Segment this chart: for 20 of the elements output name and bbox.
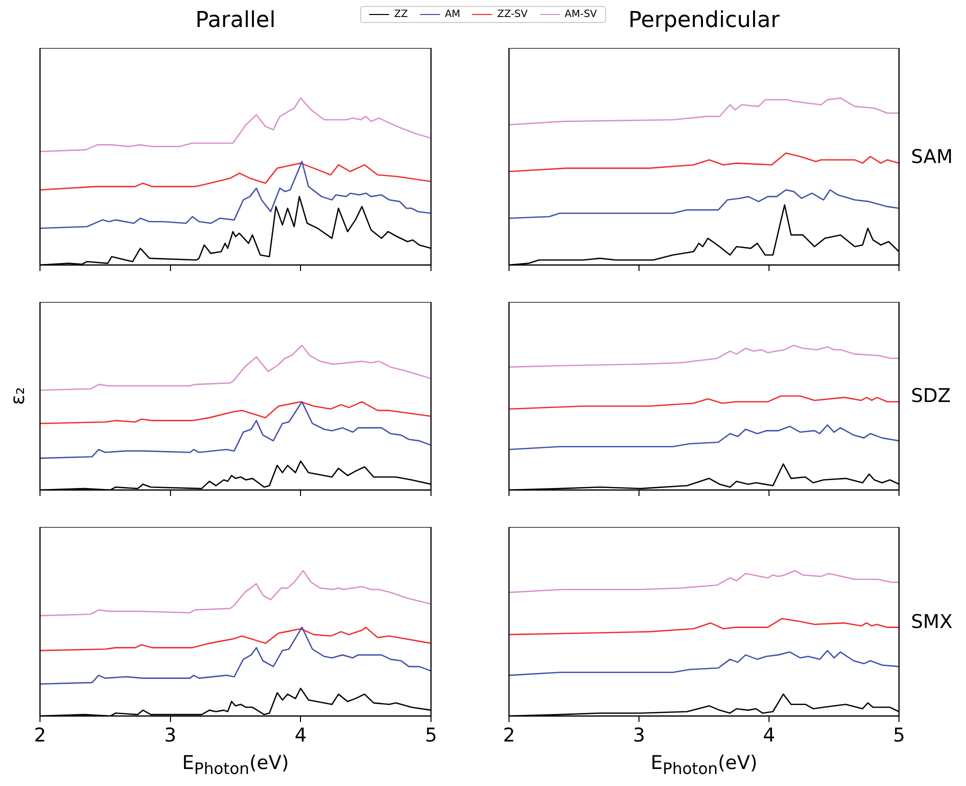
- y-axis-title: ε₂: [7, 387, 29, 405]
- chart-title: Parallel: [195, 8, 276, 33]
- x-tick-label: 2: [34, 724, 46, 746]
- x-tick-label: 2: [502, 724, 516, 746]
- y2-axis-title: SAM: [911, 146, 953, 168]
- legend-label: ZZ-SV: [496, 9, 528, 20]
- x-tick-label: 4: [294, 724, 307, 746]
- y2-axis-title: SMX: [911, 610, 952, 632]
- x-tick-label: 5: [892, 724, 906, 746]
- x-axis-title: E$_{Photon}$(eV): [650, 752, 758, 778]
- x-tick-label: 5: [424, 724, 438, 746]
- chart-title: Perpendicular: [628, 8, 780, 33]
- x-tick-label: 3: [632, 724, 646, 746]
- legend-label: AM-SV: [564, 9, 597, 20]
- x-axis-title: E$_{Photon}$(eV): [182, 752, 289, 778]
- legend-label: ZZ: [393, 9, 408, 20]
- x-tick-label: 3: [164, 724, 176, 746]
- x-tick-label: 4: [762, 724, 776, 746]
- y2-axis-title: SDZ: [911, 385, 951, 407]
- legend-label: AM: [444, 9, 460, 20]
